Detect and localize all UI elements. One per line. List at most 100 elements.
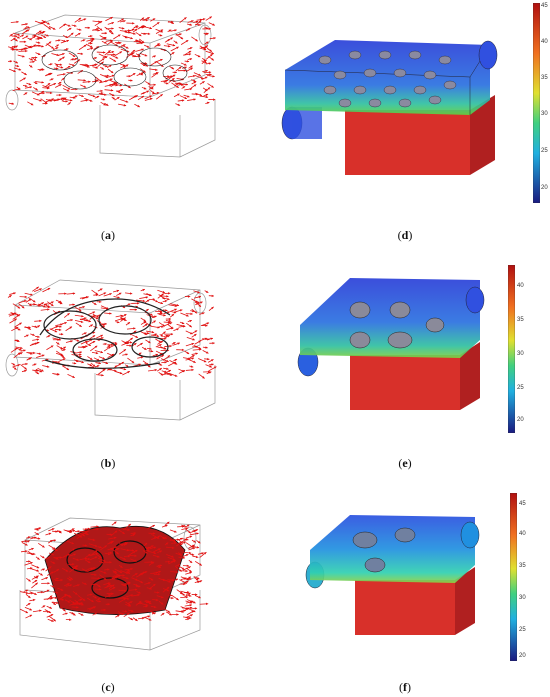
arrow-head [206,32,209,35]
arrow-head [192,338,195,341]
arrow-head [72,563,75,566]
arrow-head [203,58,206,62]
arrow-head [146,299,150,302]
arrow-head [140,573,144,576]
arrow-head [189,47,193,50]
arrow-head [82,39,86,42]
arrow-head [142,299,146,303]
arrow-head [96,358,100,361]
caption-c: (c) [101,680,115,694]
arrow-head [163,347,167,350]
arrow-head [194,607,198,610]
arrow-head [156,598,159,602]
arrow-head [205,93,209,97]
arrow-head [171,21,174,24]
arrow-head [184,63,187,66]
arrow-head [205,351,209,354]
arrow-head [110,40,113,43]
arrow-head [159,344,162,347]
arrow-head [205,346,208,349]
arrow-head [69,326,73,329]
arrow-head [35,88,38,91]
arrow-head [145,296,149,299]
arrow-head [67,313,70,316]
arrow-head [96,365,100,368]
arrow-head [155,68,158,71]
arrow-head [134,559,137,562]
arrow-head [53,539,56,542]
arrow-head [190,365,194,368]
arrow-head [22,55,25,58]
arrow-head [107,568,110,571]
arrow-head [205,602,209,606]
arrow-head [185,595,189,599]
arrow-head [209,73,212,76]
arrow-head [131,549,135,552]
arrow-head [131,360,135,363]
panel-d-temperature-field [270,15,500,185]
arrow-head [159,564,162,567]
arrow-head [127,322,130,325]
arrow-head [98,555,102,558]
arrow-head [67,583,70,586]
colorbar-e: 40 35 30 25 20 [508,265,530,435]
arrow-head [195,38,198,42]
arrow-head [164,370,167,373]
arrow-head [188,576,191,579]
arrow-head [130,36,133,40]
arrow-head [92,341,96,344]
arrow-head [14,34,17,38]
arrow-head [53,547,56,550]
panel-c-velocity-field [0,490,230,660]
arrow-head [40,590,44,594]
arrow-head [45,577,48,580]
arrow-head [191,553,195,556]
arrow-head [24,295,27,299]
arrow-head [158,340,162,343]
arrow-head [40,68,44,71]
arrow-head [184,17,187,20]
arrow-head [159,311,163,314]
arrow-head [42,555,45,559]
arrow-head [90,47,94,50]
arrow-head [53,83,56,86]
arrow-head [151,86,154,89]
arrow-head [130,617,133,620]
arrow-head [92,567,96,570]
arrow-head [75,592,78,595]
arrow-head [103,608,106,612]
arrow-head [117,320,120,324]
arrow-head [52,585,55,588]
arrow-head [170,332,174,336]
arrow-head [21,305,25,309]
arrow-head [203,552,207,555]
arrow-head [178,66,182,70]
arrow-head [148,618,152,621]
arrow-head [209,49,212,52]
arrow-head [208,370,211,374]
arrow-head [110,70,114,74]
arrow-head [44,101,48,104]
arrow-head [168,317,172,321]
arrow-head [197,54,201,58]
arrow-head [207,338,210,341]
arrow-head [184,96,187,99]
arrow-head [93,606,96,609]
arrow-head [176,597,179,601]
arrow-head [152,298,155,301]
arrow-head [48,566,52,569]
arrow-head [98,20,101,23]
arrow-head [126,597,130,600]
arrow-head [30,552,34,555]
tick-label: 35 [517,317,524,323]
arrow-head [198,295,201,299]
arrow-head [109,64,112,68]
arrow-head [49,606,52,609]
arrow-head [152,532,156,535]
arrow-head [171,66,174,70]
lattice-hole [368,98,382,108]
arrow-head [186,607,189,611]
arrow-head [92,364,96,367]
arrow-head [144,62,148,65]
arrow-head [25,591,29,595]
